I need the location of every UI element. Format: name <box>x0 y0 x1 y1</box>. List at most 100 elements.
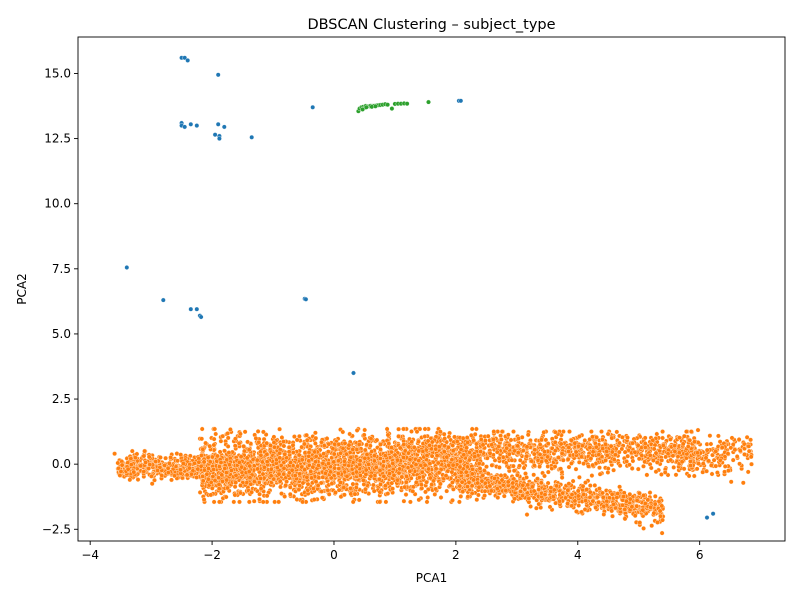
cluster-point <box>491 429 497 434</box>
cluster-point <box>363 104 369 110</box>
cluster-point <box>615 491 621 496</box>
cluster-point <box>581 492 587 497</box>
cluster-point <box>467 449 472 455</box>
cluster-point <box>378 482 383 487</box>
cluster-point <box>310 486 316 491</box>
cluster-point <box>617 463 623 469</box>
cluster-point <box>384 426 390 432</box>
cluster-point <box>530 484 535 490</box>
cluster-point <box>587 489 593 495</box>
cluster-point <box>501 493 507 499</box>
cluster-point <box>211 442 217 448</box>
cluster-point <box>730 457 736 463</box>
cluster-point <box>342 440 348 446</box>
cluster-point <box>524 512 530 517</box>
cluster-point <box>619 446 625 452</box>
cluster-point <box>336 441 342 447</box>
cluster-point <box>622 449 628 455</box>
cluster-point <box>226 450 232 455</box>
cluster-point <box>521 465 527 471</box>
cluster-point <box>489 442 495 448</box>
cluster-point <box>634 498 640 503</box>
cluster-point <box>524 453 530 459</box>
cluster-point <box>197 490 203 495</box>
cluster-point <box>474 497 480 503</box>
cluster-point <box>518 488 523 494</box>
cluster-point <box>305 481 311 487</box>
cluster-point <box>465 440 471 445</box>
cluster-point <box>587 483 593 488</box>
cluster-point <box>474 441 479 447</box>
cluster-point <box>609 508 615 514</box>
cluster-point <box>237 499 242 505</box>
noise-point <box>160 297 166 303</box>
cluster-point <box>313 441 318 446</box>
cluster-point <box>336 458 341 464</box>
cluster-point <box>460 435 466 441</box>
cluster-point <box>458 494 464 499</box>
cluster-point <box>356 497 362 503</box>
cluster-point <box>551 487 557 493</box>
cluster-point <box>286 444 292 450</box>
cluster-point <box>525 482 531 488</box>
cluster-point <box>320 474 326 480</box>
cluster-point <box>295 463 301 469</box>
cluster-point <box>483 438 488 443</box>
cluster-point <box>315 483 321 488</box>
cluster-point <box>672 449 678 454</box>
cluster-point <box>617 440 622 446</box>
cluster-point <box>696 461 701 466</box>
cluster-point <box>576 459 582 465</box>
cluster-point <box>129 448 135 454</box>
cluster-point <box>478 437 484 442</box>
cluster-point <box>289 467 295 473</box>
cluster-point <box>374 437 380 443</box>
cluster-point <box>378 442 383 447</box>
cluster-point <box>593 444 599 450</box>
cluster-point <box>385 102 390 108</box>
cluster-point <box>547 504 553 510</box>
cluster-point <box>352 491 358 497</box>
noise-point <box>182 124 188 130</box>
cluster-point <box>560 457 566 463</box>
cluster-point <box>655 520 660 525</box>
cluster-point <box>325 449 331 455</box>
cluster-point <box>401 455 406 460</box>
cluster-point <box>390 486 395 492</box>
cluster-point <box>437 429 443 435</box>
cluster-point <box>290 450 296 455</box>
cluster-point <box>649 523 655 529</box>
cluster-point <box>442 436 448 441</box>
cluster-point <box>362 447 368 453</box>
cluster-point <box>543 458 549 464</box>
cluster-point <box>211 436 217 442</box>
cluster-point <box>656 498 662 504</box>
cluster-point <box>411 444 417 450</box>
cluster-point <box>207 443 213 449</box>
cluster-point <box>498 433 503 439</box>
cluster-point <box>169 477 174 483</box>
cluster-point <box>358 473 363 478</box>
cluster-point <box>659 457 665 463</box>
cluster-point <box>740 480 746 486</box>
cluster-point <box>642 459 648 465</box>
cluster-point <box>369 449 375 454</box>
cluster-point <box>228 427 233 432</box>
noise-point <box>215 72 221 78</box>
cluster-point <box>567 429 572 434</box>
cluster-point <box>561 429 566 434</box>
cluster-point <box>225 444 231 449</box>
cluster-point <box>599 429 604 434</box>
cluster-point <box>283 482 289 488</box>
cluster-point <box>212 478 218 483</box>
cluster-point <box>257 491 262 497</box>
cluster-point <box>629 504 635 510</box>
cluster-point <box>433 486 439 492</box>
cluster-point <box>444 454 450 460</box>
cluster-point <box>600 490 605 496</box>
cluster-point <box>601 512 607 517</box>
cluster-point <box>569 503 575 509</box>
cluster-point <box>498 473 504 478</box>
cluster-point <box>404 474 409 479</box>
cluster-point <box>216 482 222 487</box>
